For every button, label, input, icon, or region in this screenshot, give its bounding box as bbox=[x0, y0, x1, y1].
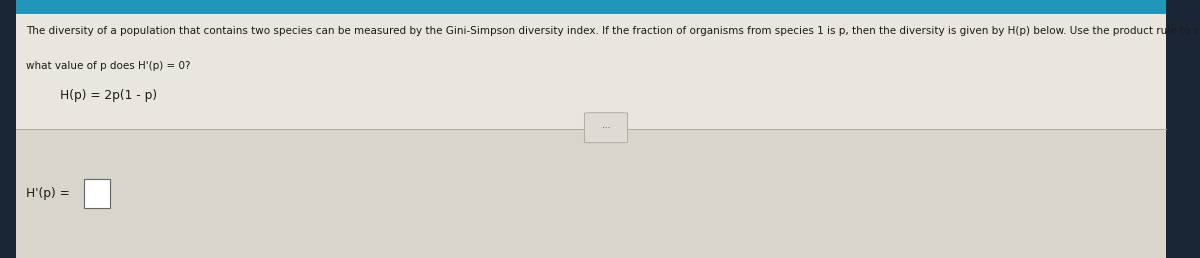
FancyBboxPatch shape bbox=[84, 179, 110, 208]
FancyBboxPatch shape bbox=[16, 14, 1166, 258]
FancyBboxPatch shape bbox=[1166, 0, 1200, 258]
Text: H'(p) =: H'(p) = bbox=[26, 187, 70, 200]
FancyBboxPatch shape bbox=[16, 129, 1166, 258]
FancyBboxPatch shape bbox=[0, 0, 16, 258]
FancyBboxPatch shape bbox=[16, 0, 1166, 14]
Text: ⋯: ⋯ bbox=[602, 123, 610, 132]
Text: H(p) = 2p(1 - p): H(p) = 2p(1 - p) bbox=[60, 89, 157, 102]
Text: The diversity of a population that contains two species can be measured by the G: The diversity of a population that conta… bbox=[26, 26, 1200, 36]
Text: what value of p does H'(p) = 0?: what value of p does H'(p) = 0? bbox=[26, 61, 191, 71]
FancyBboxPatch shape bbox=[584, 113, 628, 143]
